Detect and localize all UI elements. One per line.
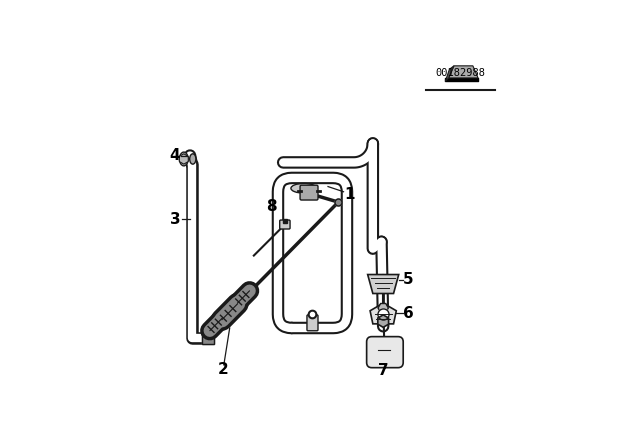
Text: 1: 1 bbox=[344, 187, 355, 202]
Text: 3: 3 bbox=[170, 212, 180, 227]
Text: 7: 7 bbox=[378, 363, 388, 378]
Polygon shape bbox=[370, 303, 396, 324]
FancyBboxPatch shape bbox=[280, 220, 290, 229]
Text: 4: 4 bbox=[169, 148, 180, 163]
FancyBboxPatch shape bbox=[307, 315, 318, 331]
Text: 00182988: 00182988 bbox=[436, 68, 486, 78]
Ellipse shape bbox=[179, 152, 188, 166]
Text: 6: 6 bbox=[403, 306, 414, 321]
Text: 8: 8 bbox=[266, 199, 276, 214]
FancyBboxPatch shape bbox=[300, 185, 318, 200]
Ellipse shape bbox=[291, 184, 317, 193]
Polygon shape bbox=[449, 66, 478, 78]
Text: 2: 2 bbox=[218, 362, 228, 377]
Polygon shape bbox=[445, 66, 454, 82]
Text: 5: 5 bbox=[403, 272, 414, 287]
Ellipse shape bbox=[189, 154, 196, 164]
Polygon shape bbox=[367, 275, 399, 293]
FancyBboxPatch shape bbox=[367, 336, 403, 368]
